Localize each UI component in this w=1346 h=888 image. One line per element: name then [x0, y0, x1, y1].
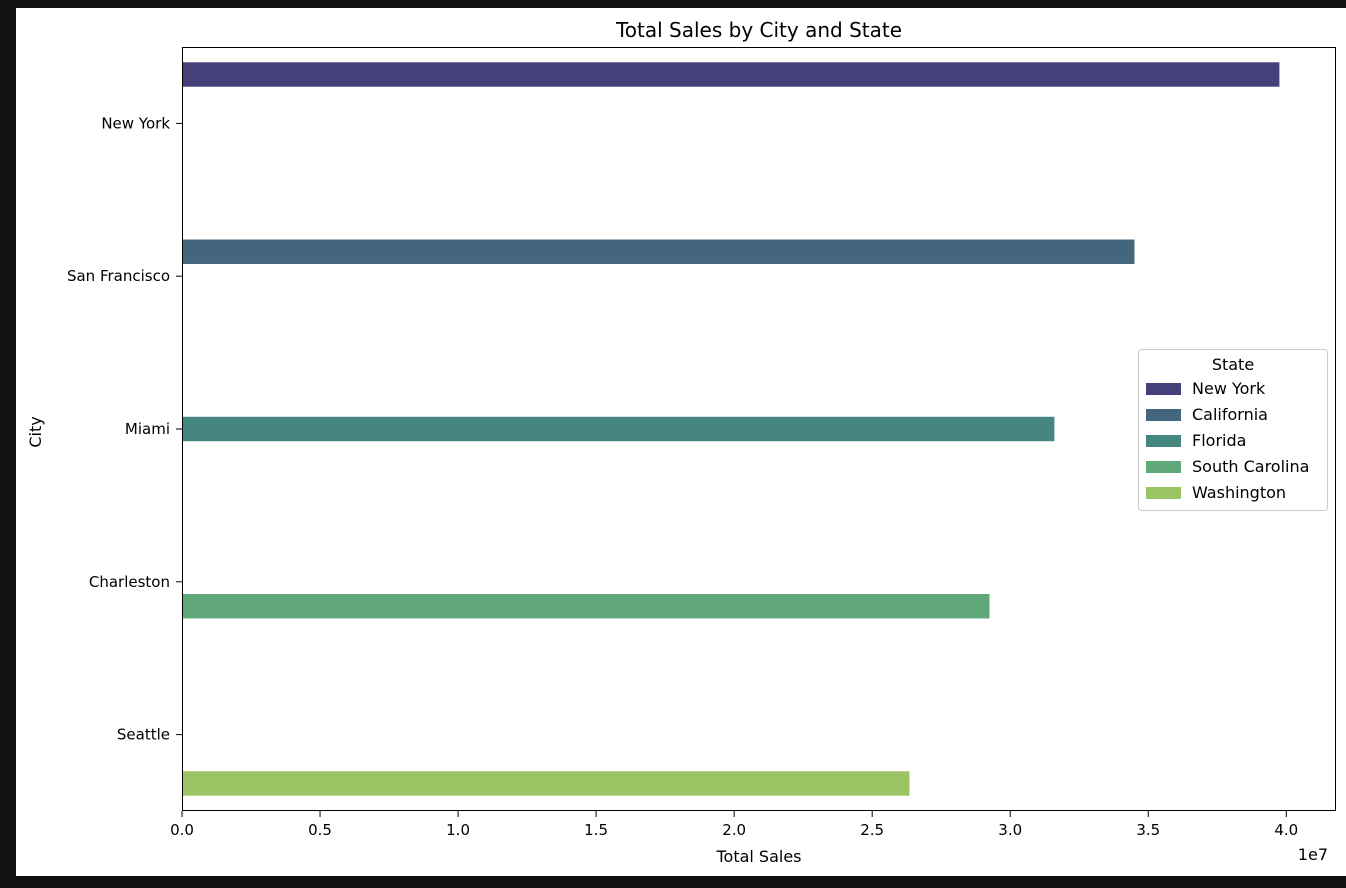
legend-title: State: [1212, 355, 1254, 374]
bar-south-carolina: [182, 594, 990, 619]
legend-label: New York: [1192, 379, 1266, 398]
legend-swatch: [1146, 409, 1181, 421]
x-tick-label: 1.5: [584, 821, 608, 839]
legend-swatch: [1146, 383, 1181, 395]
y-tick-label: Charleston: [89, 573, 170, 591]
y-tick-label: New York: [101, 114, 170, 132]
bar-florida: [182, 416, 1055, 442]
x-tick-label: 1.0: [446, 821, 470, 839]
legend: State New York California Florida South Car…: [1138, 349, 1328, 511]
legend-swatch: [1146, 461, 1181, 473]
x-tick-label: 0.0: [170, 821, 194, 839]
legend-label: Washington: [1192, 483, 1286, 502]
bar-california: [182, 239, 1135, 264]
x-tick-label: 2.5: [860, 821, 884, 839]
y-axis: New York San Francisco Miami Charleston Seat…: [67, 114, 182, 744]
y-axis-title: City: [26, 416, 45, 447]
y-tick-label: San Francisco: [67, 267, 170, 285]
bar-washington: [182, 771, 910, 796]
bar-new-york: [182, 62, 1280, 87]
x-tick-label: 2.0: [722, 821, 746, 839]
x-tick-label: 0.5: [308, 821, 332, 839]
legend-label: California: [1192, 405, 1268, 424]
legend-swatch: [1146, 435, 1181, 447]
chart-figure: Total Sales by City and State New York Sa…: [16, 8, 1346, 876]
legend-items: New York California Florida South Carolina W…: [1146, 379, 1309, 502]
y-tick-label: Miami: [125, 420, 170, 438]
x-offset-label: 1e7: [1298, 845, 1328, 864]
bar-chart: Total Sales by City and State New York Sa…: [26, 18, 1336, 866]
legend-swatch: [1146, 487, 1181, 499]
legend-label: Florida: [1192, 431, 1246, 450]
bars-layer: [182, 62, 1280, 796]
chart-title: Total Sales by City and State: [615, 18, 902, 42]
x-tick-label: 4.0: [1274, 821, 1298, 839]
legend-frame: [1138, 349, 1328, 511]
x-axis-title: Total Sales: [715, 847, 801, 866]
x-tick-label: 3.5: [1136, 821, 1160, 839]
plot-area-frame: [182, 47, 1336, 811]
legend-label: South Carolina: [1192, 457, 1309, 476]
x-tick-label: 3.0: [998, 821, 1022, 839]
x-axis: 0.0 0.5 1.0 1.5 2.0 2.5 3.0 3.5 4.0: [170, 811, 1298, 839]
y-tick-label: Seattle: [117, 726, 170, 744]
